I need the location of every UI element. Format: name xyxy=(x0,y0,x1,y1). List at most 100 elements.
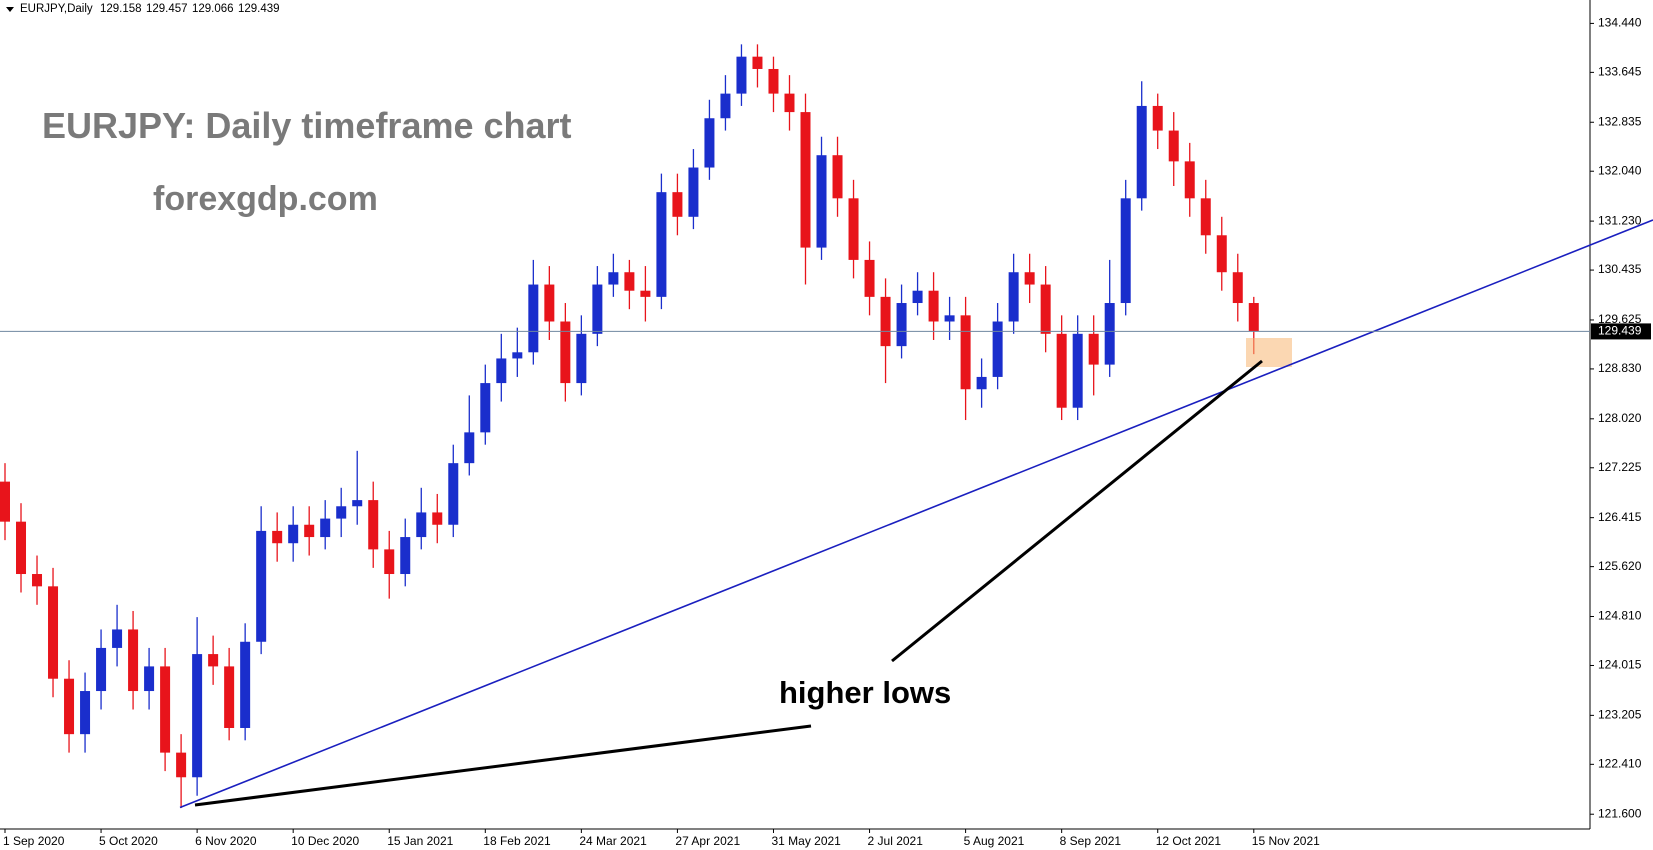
candle-body xyxy=(1104,303,1115,365)
candle-body xyxy=(768,68,779,94)
candle-body xyxy=(1008,272,1019,322)
y-tick-label: 130.435 xyxy=(1598,262,1642,276)
x-tick-label: 31 May 2021 xyxy=(771,834,841,848)
y-tick-label: 129.625 xyxy=(1598,312,1642,326)
candle-body xyxy=(1024,272,1035,285)
candle-body xyxy=(848,198,859,260)
x-tick-label: 10 Dec 2020 xyxy=(291,834,359,848)
candle-body xyxy=(112,629,123,648)
candle-body xyxy=(816,155,827,248)
candle-body xyxy=(640,290,651,297)
x-tick-label: 27 Apr 2021 xyxy=(675,834,740,848)
candle-body xyxy=(64,678,75,735)
chart-subtitle: forexgdp.com xyxy=(153,180,378,218)
menu-arrow xyxy=(6,7,14,12)
candle-body xyxy=(752,56,763,69)
candle-body xyxy=(1200,198,1211,236)
y-tick-label: 127.225 xyxy=(1598,460,1642,474)
last-price-box xyxy=(1591,323,1651,340)
annotation: higher lows xyxy=(779,675,951,710)
candle-body xyxy=(960,315,971,390)
candle-body xyxy=(480,383,491,433)
candle-body xyxy=(832,155,843,199)
candle-body xyxy=(1232,272,1243,304)
x-tick-label: 15 Nov 2021 xyxy=(1252,834,1320,848)
x-tick-label: 18 Feb 2021 xyxy=(483,834,551,848)
candle-body xyxy=(304,524,315,538)
candle-body xyxy=(144,666,155,692)
candle-body xyxy=(464,432,475,464)
quote: 129.066 xyxy=(192,3,234,15)
candle-body xyxy=(1152,105,1163,131)
y-tick-label: 131.230 xyxy=(1598,213,1642,227)
y-tick-label: 124.015 xyxy=(1598,658,1642,672)
candle-body xyxy=(128,629,139,692)
candle-body xyxy=(720,93,731,119)
candle-body xyxy=(384,549,395,575)
candle-body xyxy=(928,290,939,322)
candle-body xyxy=(1184,161,1195,199)
x-tick-label: 2 Jul 2021 xyxy=(868,834,924,848)
candle-body xyxy=(1040,284,1051,334)
y-tick-label: 124.810 xyxy=(1598,609,1642,623)
candle-body xyxy=(1072,333,1083,408)
candle-body xyxy=(560,321,571,384)
candle-body xyxy=(544,284,555,322)
candle-body xyxy=(96,647,107,692)
y-tick-label: 123.205 xyxy=(1598,708,1642,722)
candle-body xyxy=(32,574,43,587)
candle-body xyxy=(1088,333,1099,365)
candle-body xyxy=(336,506,347,519)
pointer-line xyxy=(194,724,812,807)
x-tick-label: 5 Oct 2020 xyxy=(99,834,158,848)
y-tick-label: 133.645 xyxy=(1598,65,1642,79)
candle-body xyxy=(240,641,251,728)
candle-body xyxy=(992,321,1003,377)
candle-body xyxy=(320,518,331,538)
candle-body xyxy=(800,112,811,248)
candle-body xyxy=(0,481,10,522)
y-tick-label: 128.830 xyxy=(1598,361,1642,375)
candle-body xyxy=(1056,333,1067,408)
candle-body xyxy=(176,752,187,778)
y-tick-label: 128.020 xyxy=(1598,411,1642,425)
x-tick-label: 15 Jan 2021 xyxy=(387,834,453,848)
candle-body xyxy=(1120,198,1131,304)
candle-body xyxy=(1168,130,1179,162)
candle-body xyxy=(704,118,715,168)
candle-body xyxy=(688,167,699,217)
candle-body xyxy=(976,376,987,390)
candle-body xyxy=(912,290,923,304)
candle-body xyxy=(944,315,955,322)
candle-body xyxy=(896,303,907,347)
candle-body xyxy=(192,654,203,778)
x-tick-label: 12 Oct 2021 xyxy=(1156,834,1222,848)
quote: 129.158 xyxy=(100,3,142,15)
candle-body xyxy=(432,512,443,525)
y-tick-label: 132.040 xyxy=(1598,163,1642,177)
support-zone xyxy=(1246,338,1292,367)
chart-title: EURJPY: Daily timeframe chart xyxy=(42,105,572,146)
quote: 129.457 xyxy=(146,3,188,15)
candle-body xyxy=(208,654,219,667)
candle-body xyxy=(576,333,587,384)
candle-body xyxy=(1248,303,1259,332)
candle-body xyxy=(624,272,635,291)
y-tick-label: 122.410 xyxy=(1598,757,1642,771)
candle-body xyxy=(672,192,683,217)
candle-body xyxy=(608,272,619,285)
candle-body xyxy=(160,666,171,753)
y-tick-label: 132.835 xyxy=(1598,114,1642,128)
candle-body xyxy=(1136,105,1147,199)
candle-body xyxy=(80,691,91,735)
candles xyxy=(0,44,1259,809)
x-tick-label: 24 Mar 2021 xyxy=(579,834,647,848)
pointer-line xyxy=(891,359,1263,663)
candle-body xyxy=(496,358,507,384)
candle-body xyxy=(736,56,747,94)
candle-body xyxy=(880,296,891,347)
candle-body xyxy=(784,93,795,113)
candle-body xyxy=(48,586,59,679)
